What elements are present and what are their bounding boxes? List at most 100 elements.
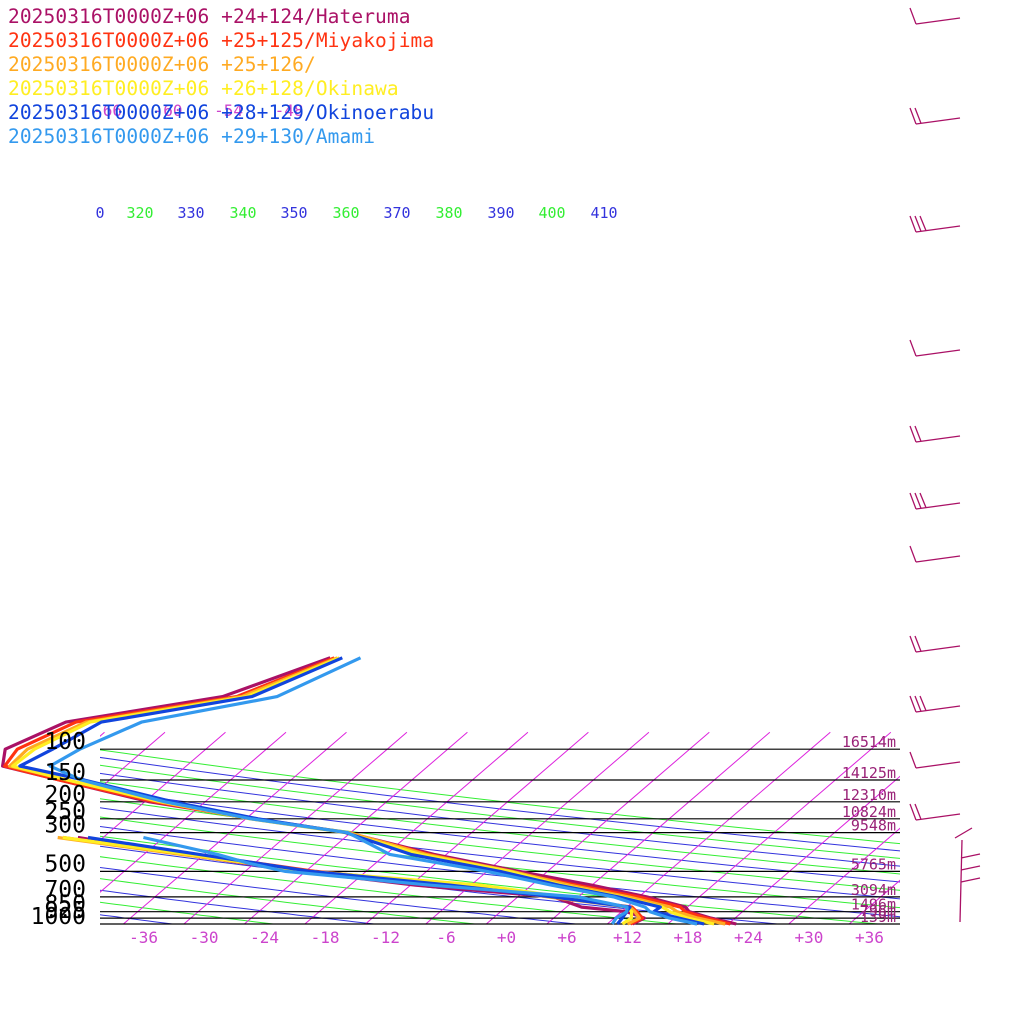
legend: 20250316T0000Z+06 +24+124/Hateruma 202503…: [8, 5, 434, 149]
x-tick-label: -12: [371, 928, 400, 947]
theta-label: 340: [229, 204, 256, 222]
legend-entry-4: 20250316T0000Z+06 +28+129/Okinoerabu: [8, 101, 435, 124]
height-label-250: 10824m: [842, 803, 896, 821]
theta-curve: [100, 889, 379, 924]
wind-barb-icon: [909, 7, 961, 25]
isotherm-line: [901, 732, 1024, 931]
isotherm-line: [667, 731, 892, 924]
theta-curve: [100, 807, 900, 900]
wind-barb-icon: [909, 425, 961, 443]
pressure-label-500: 500: [44, 851, 86, 877]
isotherm-line: [425, 731, 650, 924]
height-label-925: 796m: [860, 902, 896, 920]
x-tick-label: -24: [250, 928, 279, 947]
pressure-label-250: 250: [44, 799, 86, 825]
theta-label: 320: [126, 204, 153, 222]
wind-barb-icon: [909, 695, 961, 713]
pressure-label-300: 300: [44, 813, 86, 839]
x-tick-label: +0: [497, 928, 516, 947]
upper-temp-label: -60: [154, 101, 183, 120]
isobars: [100, 748, 900, 925]
isotherm-line: [304, 731, 529, 924]
theta-curve: [100, 756, 900, 852]
theta-curve: [100, 914, 177, 924]
wind-barb-icon: [909, 545, 961, 563]
x-tick-label: +6: [557, 928, 576, 947]
pressure-label-200: 200: [44, 782, 86, 808]
wind-barb-icon: [909, 803, 961, 821]
upper-temp-label: -48: [275, 101, 304, 120]
theta-curve: [100, 816, 900, 909]
isotherm-line: [122, 731, 347, 924]
theta-curve: [100, 764, 900, 859]
height-label-1000: 139m: [860, 908, 896, 926]
wind-barb-icon: [909, 339, 961, 357]
wind-barb-icon: [909, 492, 961, 510]
x-tick-label: +36: [855, 928, 884, 947]
height-label-850: 1496m: [851, 896, 896, 914]
theta-curve: [100, 835, 883, 924]
theta-label: 390: [487, 204, 514, 222]
legend-entry-2: 20250316T0000Z+06 +25+126/: [8, 53, 316, 76]
isotherm-line: [364, 731, 589, 924]
upper-temp-label: -54: [214, 101, 243, 120]
x-tick-label: +18: [673, 928, 702, 947]
sounding-profiles: [0, 656, 737, 926]
theta-label: 370: [383, 204, 410, 222]
theta-curve: [100, 901, 278, 924]
pressure-label-150: 150: [44, 760, 86, 786]
upper-temp-label: -66: [93, 101, 122, 120]
axis-labels: 100 16514m 150 14125m 200 12310m 250 10824m 300 9…: [31, 101, 896, 947]
theta-label: 410: [590, 204, 617, 222]
theta-curve: [100, 749, 900, 845]
dewpoint-line-5: [143, 835, 629, 925]
isotherms: [100, 731, 1024, 931]
x-tick-label: -6: [436, 928, 455, 947]
temperature-line-5: [48, 656, 698, 926]
height-label-150: 14125m: [842, 764, 896, 782]
wind-barb-icon: [909, 215, 961, 233]
x-tick-label: +24: [734, 928, 763, 947]
isotherm-line: [787, 827, 900, 924]
legend-entry-3: 20250316T0000Z+06 +26+128/Okinawa: [8, 77, 399, 100]
wind-barbs: [909, 7, 981, 923]
x-tick-label: -36: [129, 928, 158, 947]
pressure-label-850: 850: [44, 892, 86, 918]
isotherm-line: [243, 731, 468, 924]
theta-curve: [100, 856, 682, 924]
theta-curve: [100, 789, 900, 883]
isotherm-line: [100, 731, 226, 841]
pressure-label-100: 100: [44, 729, 86, 755]
isotherm-line: [485, 731, 710, 924]
legend-entry-0: 20250316T0000Z+06 +24+124/Hateruma: [8, 5, 411, 28]
isotherm-line: [100, 731, 287, 893]
theta-curve: [100, 866, 581, 924]
theta-label: 330: [177, 204, 204, 222]
x-tick-label: -30: [190, 928, 219, 947]
height-label-500: 5765m: [851, 855, 896, 873]
x-tick-label: -18: [311, 928, 340, 947]
pressure-label-700: 700: [44, 877, 86, 903]
wind-barb-icon: [909, 107, 961, 125]
theta-label: 0: [95, 204, 104, 222]
wind-barb-icon: [909, 635, 961, 653]
height-label-300: 9548m: [851, 817, 896, 835]
isotherm-line: [848, 879, 900, 924]
x-tick-label: +30: [794, 928, 823, 947]
theta-curve: [100, 781, 900, 875]
isotherm-line: [100, 731, 166, 789]
isotherm-line: [727, 775, 900, 924]
height-label-100: 16514m: [842, 733, 896, 751]
pressure-label-925: 925: [44, 898, 86, 924]
legend-entry-1: 20250316T0000Z+06 +25+125/Miyakojima: [8, 29, 435, 52]
wind-barb-icon: [954, 827, 981, 923]
theta-label: 360: [332, 204, 359, 222]
wind-barb-icon: [909, 751, 961, 769]
height-label-200: 12310m: [842, 786, 896, 804]
height-label-700: 3094m: [851, 881, 896, 899]
theta-label: 350: [280, 204, 307, 222]
isotherm-line: [183, 731, 408, 924]
theta-curve: [100, 878, 480, 924]
theta-label: 380: [435, 204, 462, 222]
